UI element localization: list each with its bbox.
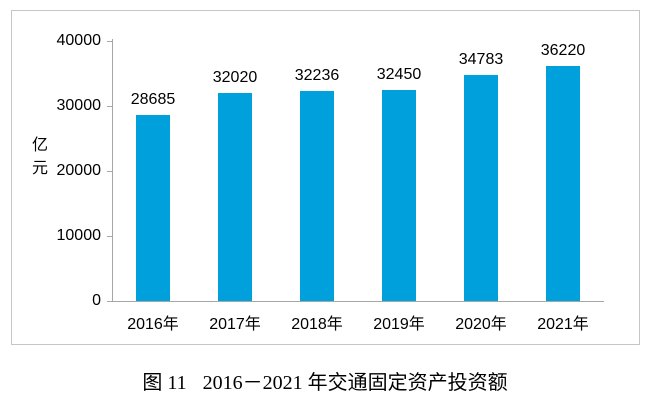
y-tick-mark: [107, 301, 112, 302]
bar: [136, 114, 170, 301]
y-tick-label: 0: [92, 292, 101, 309]
y-tick-mark: [107, 171, 112, 172]
y-tick-label: 20000: [56, 162, 102, 179]
bar: [382, 90, 416, 301]
x-category-label: 2020年: [455, 316, 507, 333]
bar-value-label: 34783: [458, 50, 504, 68]
y-tick-mark: [107, 106, 112, 107]
bar-value-label: 32236: [294, 67, 340, 85]
x-category-label: 2021年: [537, 316, 589, 333]
figure-number: 图 11: [142, 372, 187, 394]
x-category-label: 2017年: [209, 316, 261, 333]
bar-value-label: 28685: [130, 90, 176, 108]
bar-value-label: 36220: [540, 41, 586, 59]
x-axis-line: [112, 301, 604, 302]
bar: [464, 74, 498, 301]
y-tick-label: 30000: [56, 97, 102, 114]
x-category-label: 2019年: [373, 316, 425, 333]
bar: [300, 91, 334, 301]
figure-title: 2016－2021 年交通固定资产投资额: [202, 372, 508, 394]
bar-value-label: 32450: [376, 66, 422, 84]
y-tick-label: 40000: [56, 32, 102, 49]
bar: [218, 92, 252, 301]
figure-caption: 图 11 2016－2021 年交通固定资产投资额: [0, 366, 650, 395]
y-axis-title: 亿 元: [31, 137, 48, 177]
y-tick-mark: [107, 41, 112, 42]
bar-value-label: 32020: [212, 68, 258, 86]
plot-area: 0 10000 20000 30000 40000 28685 2016年 32020 2017…: [12, 11, 639, 344]
y-tick-mark: [107, 236, 112, 237]
y-tick-label: 10000: [56, 227, 102, 244]
y-axis-line: [112, 39, 113, 301]
x-category-label: 2016年: [127, 316, 179, 333]
x-category-label: 2018年: [291, 316, 343, 333]
chart-frame: 亿 元 0 10000 20000 30000 40000 28685 2016年 32020…: [11, 10, 640, 345]
bar: [546, 65, 580, 301]
